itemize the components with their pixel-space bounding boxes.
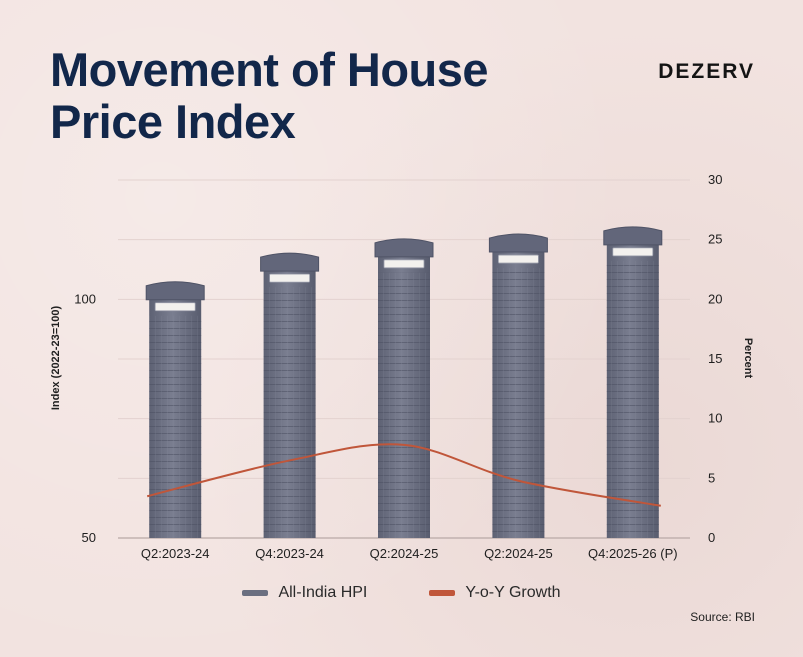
y-tick-right: 30 <box>708 172 722 187</box>
y-tick-right: 10 <box>708 411 722 426</box>
y-axis-title-right: Percent <box>742 338 754 379</box>
bar-window-band <box>269 273 311 283</box>
x-tick-label: Q4:2025-26 (P) <box>588 546 678 561</box>
bar-4 <box>488 233 548 538</box>
bar-1 <box>145 281 205 538</box>
y-tick-left: 100 <box>74 291 96 306</box>
bar-floors <box>149 315 202 538</box>
bars <box>145 226 663 539</box>
y-tick-left: 50 <box>82 530 96 545</box>
bar-2 <box>260 252 320 538</box>
y-axis-title-left: Index (2022-23=100) <box>50 306 62 411</box>
x-tick-label: Q2:2023-24 <box>141 546 210 561</box>
bar-3 <box>374 238 434 538</box>
legend-swatch-growth <box>429 590 456 596</box>
legend: All-India HPI Y-o-Y Growth <box>0 584 803 602</box>
x-tick-label: Q2:2024-25 <box>484 546 553 561</box>
x-tick-label: Q4:2023-24 <box>255 546 324 561</box>
bar-window-band <box>383 259 425 269</box>
bar-floors <box>492 268 545 538</box>
y-tick-right: 15 <box>708 351 722 366</box>
bar-floors <box>606 260 659 538</box>
bar-window-band <box>612 247 654 257</box>
x-tick-label: Q2:2024-25 <box>370 546 439 561</box>
brand-logo: DEZERV <box>658 60 755 83</box>
bar-cap <box>260 252 320 272</box>
bar-cap <box>603 226 663 246</box>
ticks: 0 5 10 15 20 25 30 50 100 Q2:2023-24 Q4:2023-24 Q2:… <box>74 172 722 561</box>
y-tick-right: 20 <box>708 291 722 306</box>
legend-swatch-hpi <box>242 590 269 596</box>
legend-item-hpi: All-India HPI <box>242 584 367 602</box>
legend-label-hpi: All-India HPI <box>278 584 368 601</box>
page-title: Movement of House Price Index <box>50 43 489 148</box>
bar-window-band <box>497 254 539 264</box>
bar-window-band <box>154 302 196 312</box>
source-note: Source: RBI <box>690 610 755 624</box>
y-tick-right: 5 <box>708 470 715 485</box>
bar-floors <box>378 272 430 538</box>
legend-item-growth: Y-o-Y Growth <box>429 584 561 602</box>
growth-line <box>146 443 661 507</box>
legend-label-growth: Y-o-Y Growth <box>465 584 561 601</box>
bar-5 <box>603 226 663 539</box>
bar-floors <box>263 287 316 538</box>
bar-cap <box>374 238 434 258</box>
bar-cap <box>488 233 548 253</box>
bar-cap <box>145 281 205 301</box>
y-tick-right: 25 <box>708 232 722 247</box>
y-tick-right: 0 <box>708 530 715 545</box>
